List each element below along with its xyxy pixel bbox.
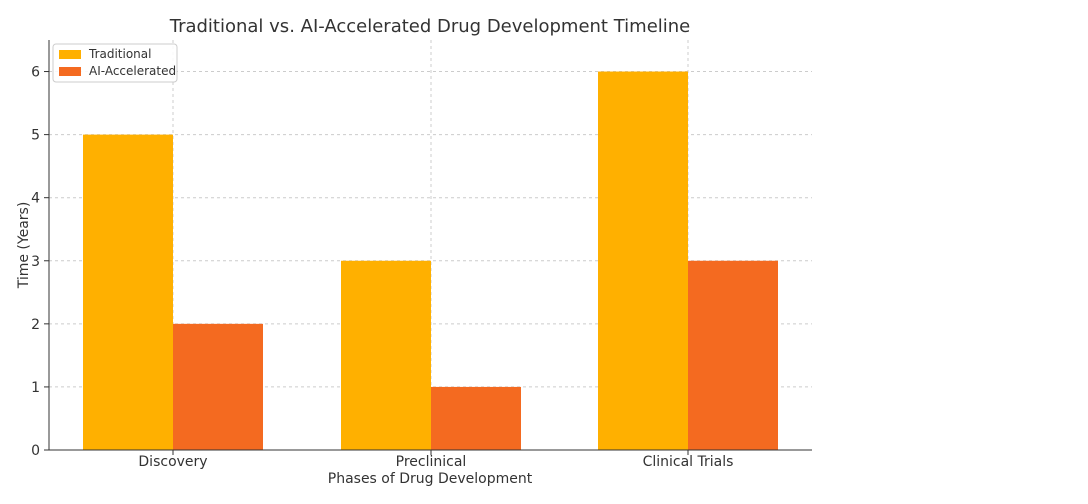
y-axis-label: Time (Years) [16,202,32,290]
y-tick-label-3: 3 [31,254,40,270]
legend-label-ai-accelerated: AI-Accelerated [89,64,176,78]
bar-ai-accelerated-discovery [173,323,263,450]
bar-traditional-preclinical [341,260,431,450]
bar-ai-accelerated-preclinical [431,386,521,450]
legend-box [52,43,178,83]
y-tick-label-1: 1 [31,380,40,396]
x-tick-label-2: Clinical Trials [643,454,734,470]
y-tick-label-0: 0 [31,443,40,459]
x-axis-label: Phases of Drug Development [328,471,533,487]
y-tick-label-6: 6 [31,65,40,81]
bar-traditional-discovery [83,134,173,450]
y-tick-label-5: 5 [31,128,40,144]
x-tick-label-0: Discovery [138,454,207,470]
legend-swatch-traditional [59,50,81,59]
bars [83,71,778,451]
chart-title: Traditional vs. AI-Accelerated Drug Deve… [169,16,691,37]
legend-label-traditional: Traditional [88,47,151,61]
bar-traditional-clinical-trials [598,71,688,451]
tick-labels: 0 1 2 3 4 5 6 Discovery Preclinical Clinical Tria… [31,65,733,470]
y-tick-label-2: 2 [31,317,40,333]
bar-ai-accelerated-clinical-trials [688,260,778,450]
x-tick-label-1: Preclinical [396,454,467,470]
legend: Traditional AI-Accelerated [52,43,178,83]
legend-swatch-ai-accelerated [59,67,81,76]
y-tick-label-4: 4 [31,191,40,207]
